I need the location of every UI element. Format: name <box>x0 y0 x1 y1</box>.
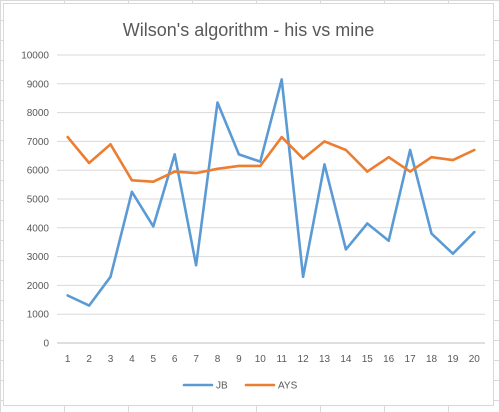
data-point-ays <box>216 167 219 170</box>
data-point-jb <box>66 294 69 297</box>
y-tick-label: 0 <box>43 339 49 350</box>
y-tick-label: 7000 <box>27 137 50 148</box>
data-point-ays <box>387 156 390 159</box>
x-tick-label: 14 <box>340 354 352 365</box>
data-point-jb <box>366 222 369 225</box>
x-tick-label: 1 <box>65 354 71 365</box>
series-line-jb <box>66 78 476 307</box>
x-tick-label: 20 <box>469 354 481 365</box>
data-point-jb <box>109 275 112 278</box>
x-tick-label: 9 <box>236 354 242 365</box>
data-point-jb <box>216 101 219 104</box>
chart-area[interactable]: Wilson's algorithm - his vs mine 0 1000 20… <box>3 3 494 406</box>
data-point-ays <box>130 179 134 182</box>
data-point-jb <box>473 230 476 234</box>
data-point-jb <box>152 225 155 228</box>
data-point-ays <box>109 143 112 146</box>
legend-label-ays: AYS <box>278 381 298 392</box>
plot-area: 0 1000 2000 3000 4000 5000 6000 7000 8000 9000 100… <box>21 51 485 392</box>
series-line-ays <box>66 135 476 183</box>
data-point-jb <box>408 148 412 152</box>
x-tick-label: 2 <box>86 354 92 365</box>
data-point-ays <box>430 156 433 159</box>
data-point-jb <box>451 252 455 255</box>
x-tick-label: 19 <box>447 354 459 365</box>
data-point-ays <box>301 157 305 160</box>
data-point-ays <box>87 161 91 165</box>
x-tick-label: 17 <box>405 354 417 365</box>
data-point-ays <box>259 164 262 168</box>
data-point-jb <box>194 264 198 267</box>
y-tick-label: 1000 <box>27 310 50 321</box>
x-tick-label: 8 <box>215 354 221 365</box>
y-tick-label: 5000 <box>27 195 50 206</box>
data-point-ays <box>66 135 69 139</box>
x-tick-label: 15 <box>362 354 374 365</box>
y-tick-label: 3000 <box>27 252 50 263</box>
data-point-ays <box>237 164 241 168</box>
data-point-jb <box>87 304 91 307</box>
data-point-jb <box>430 232 433 235</box>
data-point-jb <box>301 275 305 278</box>
x-tick-label: 16 <box>383 354 395 365</box>
y-tick-label: 2000 <box>27 281 50 292</box>
x-tick-label: 6 <box>172 354 178 365</box>
data-point-ays <box>344 148 348 152</box>
data-point-ays <box>323 140 326 143</box>
x-tick-label: 7 <box>193 354 199 365</box>
data-point-ays <box>280 135 283 139</box>
data-point-ays <box>473 148 476 152</box>
data-point-jb <box>237 153 241 156</box>
data-point-jb <box>323 163 326 166</box>
y-tick-label: 6000 <box>27 166 50 177</box>
legend-label-jb: JB <box>216 381 228 392</box>
data-point-ays <box>173 170 176 173</box>
data-point-ays <box>451 158 455 162</box>
x-tick-label: 11 <box>277 354 288 365</box>
data-point-jb <box>387 239 390 242</box>
chart-title: Wilson's algorithm - his vs mine <box>122 20 375 40</box>
y-tick-label: 8000 <box>27 108 50 119</box>
data-point-ays <box>194 171 198 175</box>
x-tick-label: 3 <box>108 354 114 365</box>
data-point-jb <box>344 248 348 251</box>
x-tick-label: 10 <box>255 354 267 365</box>
y-tick-label: 10000 <box>21 51 49 62</box>
data-point-ays <box>366 170 369 173</box>
y-tick-label: 9000 <box>27 79 50 90</box>
x-tick-label: 12 <box>298 354 310 365</box>
x-tick-label: 13 <box>319 354 331 365</box>
data-point-jb <box>280 78 283 81</box>
x-tick-label: 5 <box>151 354 157 365</box>
data-point-jb <box>173 153 176 156</box>
y-tick-label: 4000 <box>27 223 50 234</box>
data-point-jb <box>259 160 262 163</box>
x-tick-label: 18 <box>426 354 438 365</box>
data-point-ays <box>152 180 155 183</box>
data-point-jb <box>130 190 134 193</box>
x-tick-label: 4 <box>129 354 135 365</box>
data-point-ays <box>408 170 412 173</box>
